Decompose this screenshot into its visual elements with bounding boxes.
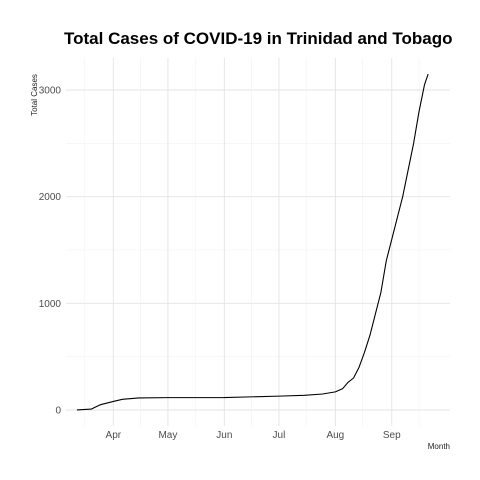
- chart-title: Total Cases of COVID-19 in Trinidad and …: [64, 29, 453, 48]
- grid: [66, 58, 450, 426]
- y-axis-title: Total Cases: [30, 74, 39, 116]
- y-tick-label: 3000: [39, 86, 62, 97]
- y-tick-label: 0: [55, 406, 61, 417]
- x-tick-label: Jun: [216, 430, 232, 441]
- series-group: [76, 73, 429, 411]
- x-tick-labels: Apr May Jun Jul Aug Sep: [106, 430, 402, 441]
- y-tick-label: 1000: [39, 299, 62, 310]
- y-tick-label: 2000: [39, 192, 62, 203]
- y-tick-labels: 0 1000 2000 3000: [39, 86, 62, 417]
- x-tick-label: May: [158, 430, 177, 441]
- x-tick-label: Aug: [326, 430, 344, 441]
- x-tick-label: Jul: [273, 430, 286, 441]
- x-tick-label: Sep: [383, 430, 401, 441]
- x-tick-label: Apr: [106, 430, 122, 441]
- x-axis-title: Month: [428, 442, 450, 451]
- series-line-total-cases: [76, 73, 429, 411]
